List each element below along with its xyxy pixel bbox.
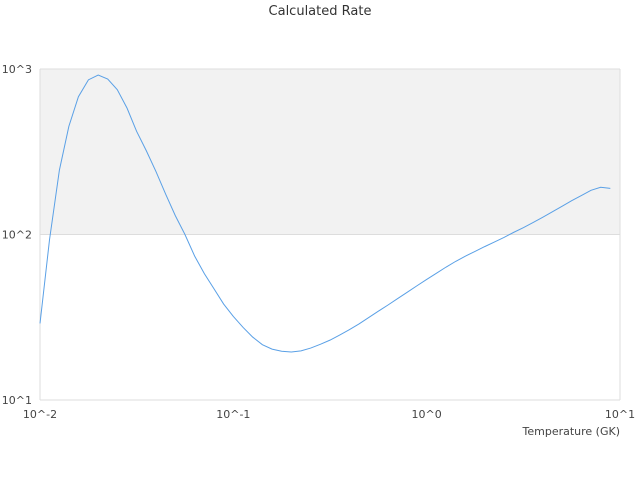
chart-title: Calculated Rate [268,4,372,19]
series-layer [39,74,611,353]
shaded-band-layer [40,69,620,235]
x-tick-label: 10^0 [412,408,442,421]
y-tick-label: 10^2 [2,229,32,242]
y-tick-label: 10^3 [2,63,32,76]
x-tick-label: 10^-1 [216,408,250,421]
grid-layer [39,68,621,401]
y-tick-label: 10^1 [2,394,32,407]
x-tick-label: 10^1 [605,408,635,421]
x-tick-label: 10^-2 [23,408,57,421]
shaded-band [40,69,620,235]
x-axis-label: Temperature (GK) [522,425,621,438]
tick-label-layer: 10^-2 10^-1 10^0 10^1 10^1 10^2 10^3 [2,63,635,421]
series-line-0 [39,74,611,353]
